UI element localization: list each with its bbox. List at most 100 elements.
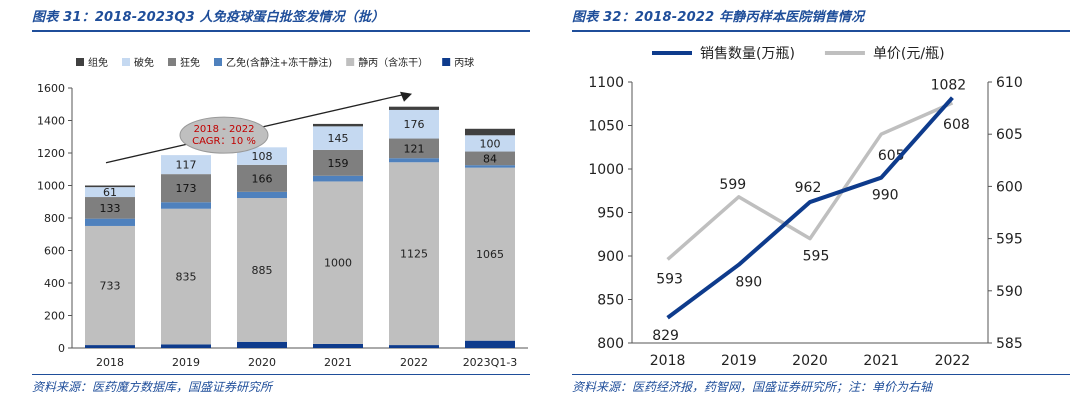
price-data-label: 595 [803,249,830,265]
left-y-tick-label: 850 [597,293,624,309]
legend-label: 静丙（含冻干） [358,56,428,69]
x-tick-label: 2018 [96,356,124,369]
bar-segment [389,109,439,139]
y-tick-label: 0 [58,342,65,355]
bar-segment [389,158,439,163]
bar-segment [313,126,363,150]
legend-swatch [442,58,451,66]
legend-swatch [122,58,130,66]
x-tick-label: 2021 [324,356,352,369]
legend-label: 破免 [134,56,154,69]
price-data-label: 593 [656,271,683,287]
left-y-tick-label: 1000 [588,162,624,178]
bar-segment [237,191,287,199]
y-tick-label: 1200 [37,147,65,160]
right-chart-panel: 图表 32：2018-2022 年静丙样本医院销售情况 800 850 900 950… [540,0,1080,403]
legend-label: 狂免 [180,56,200,69]
trend-arrow-head [400,91,412,102]
bar-segment [389,138,439,159]
right-y-tick-label: 585 [996,336,1023,352]
legend-label: 单价(元/瓶) [873,46,945,62]
bar-data-label: 1065 [476,248,504,261]
left-chart-panel: 图表 31：2018-2023Q3 人免疫球蛋白批签发情况（批） 0 200 400… [32,10,530,394]
x-tick-label: 2018 [650,353,686,369]
price-data-label: 608 [943,117,970,133]
bar-data-label: 835 [176,271,197,284]
cagr-annotation-text: 2018 - 2022 [194,124,255,135]
left-y-tick-label: 950 [597,206,624,222]
price-line [666,101,954,261]
right-y-tick-label: 590 [996,284,1023,300]
bar-segment [237,164,287,192]
y-tick-label: 1000 [37,180,65,193]
bar-data-label: 166 [252,172,273,185]
x-tick-label: 2019 [172,356,200,369]
x-tick-label: 2023Q1-3 [463,356,518,369]
y-tick-label: 200 [44,310,65,323]
right-title-rule [572,30,1070,32]
bar-segment [313,181,363,344]
left-y-tick-label: 800 [597,336,624,352]
bar-segment [465,135,515,152]
right-y-tick-label: 610 [996,75,1023,91]
right-source-rule [572,374,1070,375]
legend-label: 组免 [88,56,108,69]
bar-segment [313,343,363,348]
bar-segment [389,345,439,348]
bar-segment [85,225,135,346]
left-chart-title: 图表 31：2018-2023Q3 人免疫球蛋白批签发情况（批） [32,10,385,25]
bar-data-label: 159 [328,157,349,170]
x-tick-label: 2020 [248,356,276,369]
right-chart-title: 图表 32：2018-2022 年静丙样本医院销售情况 [572,10,865,25]
bar-segment [389,162,439,346]
bar-segment [85,197,135,219]
bar-segment [465,151,515,166]
bar-data-label: 145 [328,132,349,145]
x-tick-label: 2022 [400,356,428,369]
bar-data-label: 133 [100,202,121,215]
legend-label: 销售数量(万瓶) [700,46,795,62]
bar-segment [161,202,211,209]
bar-segment [85,187,135,198]
legend-swatch [346,58,355,66]
bar-segment [161,155,211,175]
price-data-label: 599 [719,177,746,193]
sales-data-label: 990 [872,188,899,204]
y-tick-label: 800 [44,212,65,225]
bar-data-label: 100 [480,137,501,150]
bar-data-label: 121 [404,142,425,155]
bar-segment [237,147,287,165]
sales-line [666,96,954,320]
bar-segment [465,165,515,168]
bar-segment [313,123,363,127]
bar-data-label: 117 [176,159,197,172]
bar-segment [85,218,135,226]
bar-segment [85,345,135,348]
bar-segment [161,174,211,203]
bar-segment [237,341,287,348]
y-tick-label: 1400 [37,115,65,128]
legend-swatch [76,58,84,66]
bar-segment [465,167,515,341]
bar-data-label: 84 [483,152,497,165]
legend-label: 丙球 [454,56,474,69]
bar-segment [313,149,363,176]
sales-data-label: 1082 [931,78,967,94]
left-source-note: 资料来源：医药魔方数据库，国盛证券研究所 [32,380,273,394]
legend-swatch [168,58,176,66]
sales-data-label: 962 [795,180,822,196]
right-y-tick-label: 605 [996,127,1023,143]
bar-data-label: 61 [103,186,117,199]
y-tick-label: 600 [44,245,65,258]
y-tick-label: 400 [44,277,65,290]
left-title-rule [32,30,530,32]
left-source-rule [32,374,530,375]
bar-data-label: 1000 [324,257,352,270]
sales-data-label: 829 [652,328,679,344]
x-tick-label: 2019 [721,353,757,369]
sales-data-label: 890 [735,275,762,291]
x-tick-label: 2021 [863,353,899,369]
right-source-note: 资料来源：医药经济报，药智网，国盛证券研究所；注：单价为右轴 [572,380,933,394]
right-y-tick-label: 600 [996,179,1023,195]
y-tick-label: 1600 [37,82,65,95]
